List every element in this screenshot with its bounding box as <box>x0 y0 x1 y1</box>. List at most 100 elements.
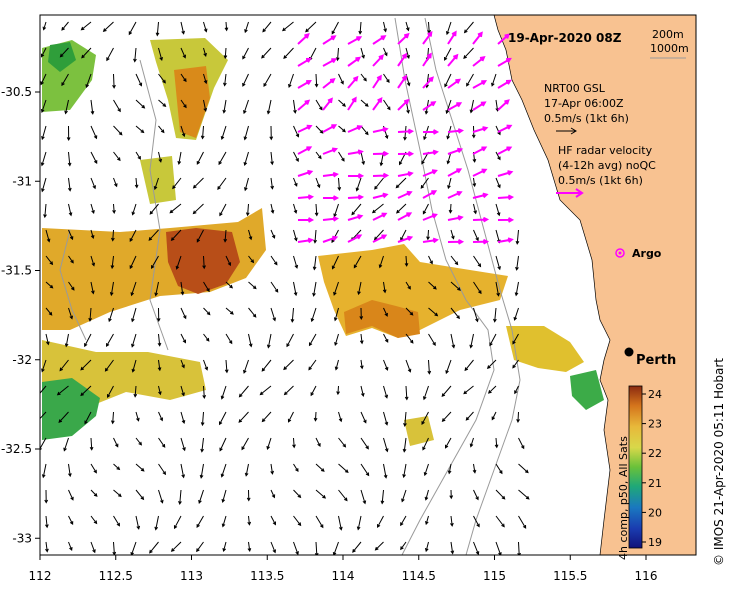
model-arrow <box>266 333 272 349</box>
radar-arrow <box>322 35 337 45</box>
model-arrow <box>444 73 452 88</box>
model-arrow <box>225 281 234 289</box>
radar-arrow <box>397 212 413 221</box>
radar-arrow <box>322 147 339 155</box>
model-arrow <box>262 21 272 33</box>
radar-arrow <box>447 128 464 134</box>
model-arrow <box>151 255 159 270</box>
model-arrow <box>464 359 474 372</box>
radar-arrow <box>297 169 314 177</box>
model-arrow <box>493 307 497 323</box>
model-arrow <box>131 307 137 323</box>
model-arrow <box>68 515 74 526</box>
radar-arrow <box>472 55 486 67</box>
model-arrow <box>180 73 187 83</box>
radar-arrow <box>422 169 438 177</box>
model-arrow <box>135 99 146 109</box>
perth-marker <box>624 347 634 357</box>
model-arrow <box>383 359 389 371</box>
model-arrow <box>243 125 249 141</box>
radar-arrow <box>372 96 383 111</box>
model-arrow <box>473 281 482 295</box>
model-current-arrows <box>40 21 530 555</box>
model-legend-line3: 0.5m/s (1kt 6h) <box>544 112 629 125</box>
model-arrow <box>373 229 384 241</box>
radar-arrow <box>422 76 434 89</box>
radar-arrow <box>472 80 488 89</box>
model-arrow <box>495 463 503 475</box>
radar-arrow <box>372 234 388 243</box>
model-arrow <box>403 125 407 141</box>
radar-arrow <box>297 124 313 133</box>
model-arrow <box>110 411 115 425</box>
model-arrow <box>383 385 389 399</box>
model-arrow <box>248 229 253 241</box>
model-arrow <box>89 437 94 451</box>
model-arrow <box>310 307 317 323</box>
model-arrow <box>102 21 114 33</box>
model-arrow <box>292 437 296 449</box>
model-arrow <box>130 541 137 555</box>
radar-arrow <box>347 125 363 133</box>
model-arrow <box>225 333 233 345</box>
radar-arrow <box>397 235 414 243</box>
model-arrow <box>180 411 186 425</box>
radar-arrow <box>397 190 413 199</box>
radar-arrow <box>372 172 390 179</box>
model-arrow <box>45 541 49 553</box>
colorbar: 24 23 22 21 20 19 4h comp, p50, All Sats <box>617 385 662 560</box>
model-arrow <box>338 489 348 502</box>
model-arrow <box>351 203 362 216</box>
model-arrow <box>224 359 229 374</box>
model-arrow <box>180 21 185 35</box>
model-arrow <box>135 437 143 446</box>
model-arrow <box>270 307 277 322</box>
model-arrow <box>283 359 294 371</box>
radar-legend-line2: (4-12h avg) noQC <box>558 159 656 172</box>
model-arrow <box>243 151 249 166</box>
model-arrow <box>371 203 384 214</box>
model-arrow <box>90 99 95 115</box>
model-arrow <box>515 255 519 271</box>
model-arrow <box>192 177 204 189</box>
radar-arrow <box>347 56 362 67</box>
model-arrow <box>444 47 452 61</box>
model-arrow <box>248 281 257 290</box>
y-tick-label: -33 <box>12 531 32 545</box>
model-arrow <box>447 463 452 475</box>
model-arrow <box>158 489 164 504</box>
model-arrow <box>196 541 204 553</box>
model-arrow <box>196 229 204 243</box>
sst-patch-warm-core <box>166 228 240 294</box>
radar-arrow <box>297 146 313 155</box>
model-arrow <box>305 21 317 33</box>
model-arrow <box>400 515 407 527</box>
radar-arrow <box>347 96 357 111</box>
model-arrow <box>355 177 362 192</box>
model-arrow <box>293 515 302 527</box>
model-arrow <box>64 99 69 115</box>
model-arrow <box>314 541 319 555</box>
model-arrow <box>334 359 339 371</box>
model-arrow <box>495 489 506 500</box>
x-tick-label: 114 <box>332 569 355 583</box>
model-arrow <box>378 255 384 269</box>
model-arrow <box>175 255 182 270</box>
model-arrow <box>512 359 519 369</box>
radar-arrow <box>472 216 490 223</box>
model-arrow <box>157 359 162 372</box>
model-arrow <box>244 463 249 477</box>
model-arrow <box>402 463 407 479</box>
model-arrow <box>360 385 365 397</box>
radar-arrow <box>322 195 340 201</box>
model-arrow <box>158 125 165 134</box>
model-arrow <box>134 177 139 189</box>
model-arrow <box>40 73 47 86</box>
radar-arrow <box>497 146 513 155</box>
model-arrow <box>106 47 114 62</box>
radar-legend-line3: 0.5m/s (1kt 6h) <box>558 174 643 187</box>
radar-arrow <box>397 32 410 45</box>
model-arrow <box>380 489 385 505</box>
model-arrow <box>333 281 339 296</box>
model-arrow <box>45 229 51 243</box>
